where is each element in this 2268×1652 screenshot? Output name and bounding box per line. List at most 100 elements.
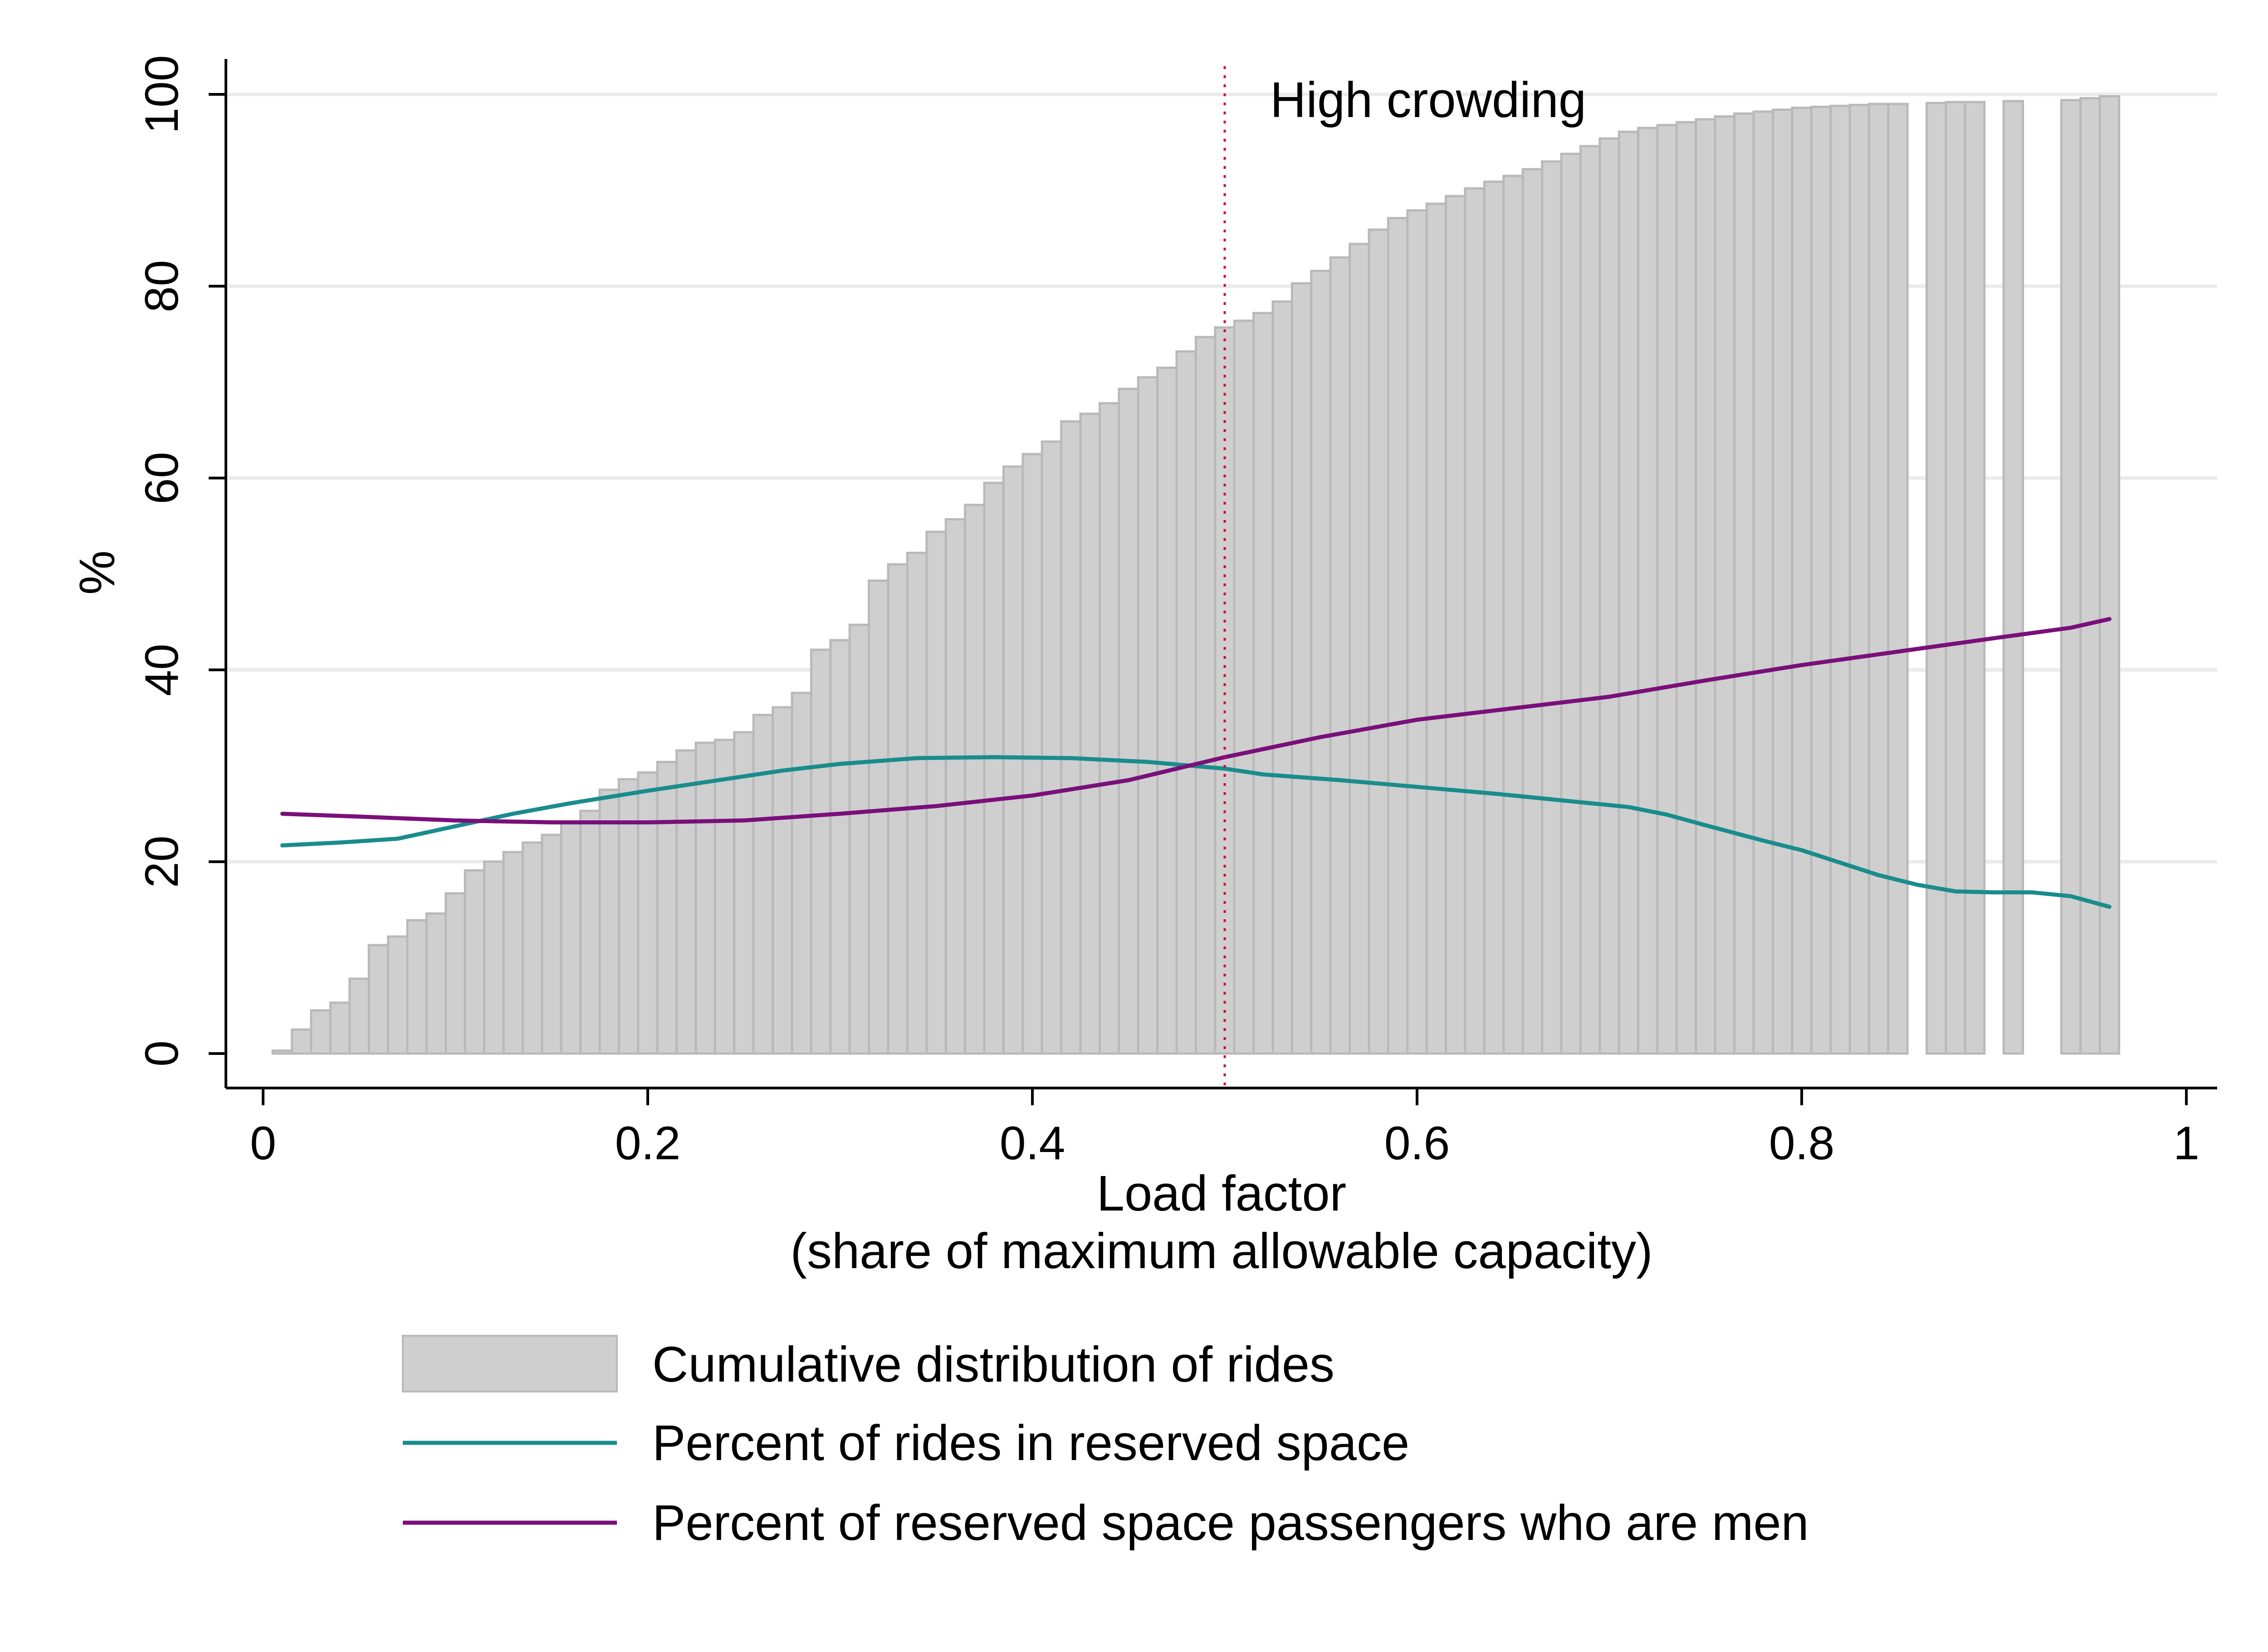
annotation-layer: High crowding: [1223, 66, 1586, 1088]
cumulative-bar: [310, 1009, 332, 1055]
cumulative-bar: [983, 481, 1005, 1055]
cumulative-bar: [560, 822, 582, 1055]
cumulative-bar: [810, 648, 832, 1055]
cumulative-bar: [406, 919, 428, 1055]
cumulative-bar: [925, 530, 947, 1055]
cumulative-bar: [868, 579, 890, 1055]
annotation-label: High crowding: [1270, 72, 1586, 128]
cumulative-bar: [521, 841, 543, 1055]
cumulative-bar: [2002, 100, 2024, 1055]
cumulative-bar: [1714, 115, 1736, 1055]
cumulative-bar: [1541, 160, 1563, 1055]
cumulative-bar: [1290, 282, 1313, 1055]
cumulative-bar: [1310, 270, 1332, 1055]
cumulative-bar: [1964, 101, 1986, 1055]
cumulative-bar: [752, 714, 774, 1055]
cumulative-bar: [1194, 336, 1217, 1055]
cumulative-bar: [1329, 256, 1351, 1055]
cumulative-bar: [1252, 312, 1274, 1055]
cumulative-bar: [1425, 202, 1447, 1055]
cumulative-bar: [1118, 387, 1139, 1055]
cumulative-bar: [1002, 465, 1024, 1055]
cumulative-bar: [1867, 103, 1890, 1055]
cumulative-bar: [1271, 300, 1293, 1055]
bars-layer: [271, 95, 2121, 1055]
x-tick-label-0.8: 0.8: [1769, 1117, 1835, 1170]
cumulative-bar: [906, 551, 928, 1055]
cumulative-bar: [1349, 243, 1370, 1055]
cumulative-bar: [694, 741, 716, 1055]
cumulative-bar: [348, 977, 370, 1055]
cumulative-bar: [1214, 326, 1236, 1055]
cumulative-bar: [579, 809, 601, 1055]
x-axis-subtitle: (share of maximum allowable capacity): [790, 1223, 1652, 1279]
cumulative-bar: [1733, 112, 1755, 1055]
x-tick-label-0: 0: [250, 1117, 276, 1170]
legend-label-bars: Cumulative distribution of rides: [652, 1337, 1334, 1392]
cumulative-bar: [1060, 420, 1082, 1055]
y-tick-label-100: 100: [136, 55, 188, 134]
y-axis-title: %: [69, 550, 125, 595]
cumulative-bar: [1387, 217, 1409, 1055]
cumulative-bar: [1598, 137, 1620, 1055]
x-tick-label-1: 1: [2173, 1117, 2200, 1170]
cumulative-bar: [848, 623, 870, 1055]
cumulative-bar: [1406, 209, 1428, 1055]
legend-label-reserved: Percent of rides in reserved space: [652, 1415, 1409, 1471]
cumulative-bar: [1829, 104, 1851, 1055]
cumulative-bar: [598, 789, 620, 1055]
y-tick-label-40: 40: [136, 644, 188, 696]
cumulative-bar: [541, 833, 562, 1055]
cumulative-bar: [714, 739, 736, 1055]
y-tick-label-20: 20: [136, 835, 188, 888]
cumulative-bar: [637, 771, 659, 1055]
legend-label-men: Percent of reserved space passengers who…: [652, 1495, 1809, 1551]
cumulative-bar: [829, 639, 851, 1055]
cumulative-bar: [425, 912, 447, 1055]
x-tick-label-0.4: 0.4: [1000, 1117, 1066, 1170]
cumulative-bar: [2079, 97, 2101, 1055]
cumulative-bar: [2060, 99, 2082, 1055]
cumulative-bar: [1502, 175, 1524, 1055]
titles-layer: Load factor (share of maximum allowable …: [69, 550, 1653, 1279]
cumulative-bar: [2098, 95, 2121, 1055]
cumulative-bar: [1041, 440, 1063, 1055]
cumulative-bar: [1368, 228, 1389, 1055]
cumulative-bar: [1637, 127, 1659, 1055]
cumulative-bar: [1521, 168, 1544, 1055]
cumulative-bar: [464, 869, 486, 1055]
cumulative-bar: [1483, 180, 1505, 1055]
cumulative-bar: [1560, 152, 1582, 1055]
cumulative-bar: [387, 935, 409, 1055]
cumulative-bar: [1656, 124, 1678, 1055]
y-tick-label-80: 80: [136, 260, 188, 313]
cumulative-bar: [1175, 350, 1197, 1055]
cumulative-bar: [329, 1001, 351, 1055]
reserved-space-line: [280, 755, 2112, 909]
cumulative-bar: [271, 1049, 293, 1055]
cumulative-bar: [1079, 412, 1101, 1055]
cumulative-bar: [675, 749, 697, 1055]
cumulative-bar: [1233, 319, 1255, 1055]
cumulative-bar: [944, 518, 967, 1055]
cumulative-bar: [1618, 130, 1640, 1055]
cumulative-bar: [1675, 121, 1697, 1055]
cumulative-bar: [1137, 376, 1159, 1055]
x-tick-label-0.2: 0.2: [615, 1117, 681, 1170]
cumulative-bar: [1926, 102, 1947, 1055]
x-tick-label-0.6: 0.6: [1384, 1117, 1450, 1170]
cumulative-bar: [1695, 118, 1716, 1055]
cumulative-bar: [772, 706, 793, 1055]
legend-swatch-bars: [402, 1335, 618, 1392]
y-tick-label-0: 0: [136, 1040, 188, 1067]
x-axis-title: Load factor: [1097, 1166, 1346, 1221]
cumulative-bar: [656, 760, 678, 1055]
cumulative-bar: [1848, 103, 1870, 1055]
cumulative-bar: [1445, 195, 1466, 1055]
cumulative-bar: [1810, 105, 1832, 1055]
cumulative-bar: [1791, 107, 1813, 1055]
cumulative-bar: [291, 1028, 313, 1055]
legend: Cumulative distribution of rides Percent…: [402, 1335, 1809, 1551]
cumulative-bar: [1156, 366, 1178, 1055]
